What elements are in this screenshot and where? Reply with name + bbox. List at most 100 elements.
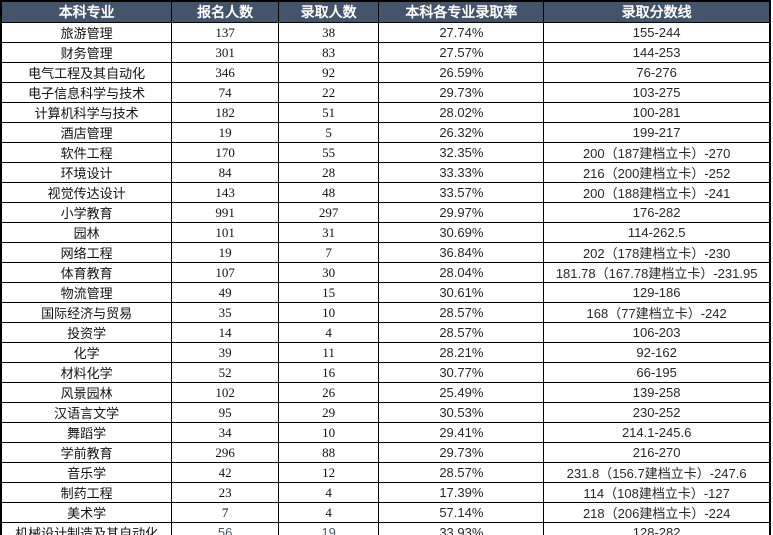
cell-rate: 28.57% (378, 462, 545, 483)
cell-rate: 28.57% (378, 302, 545, 323)
cell-applicants: 102 (171, 382, 279, 403)
cell-score-range: 106-203 (543, 322, 771, 343)
table-row: 酒店管理 19 5 26.32% 199-217 (0, 122, 771, 143)
cell-applicants: 137 (171, 22, 279, 43)
cell-applicants: 101 (171, 222, 279, 243)
cell-applicants: 84 (171, 162, 279, 183)
cell-major: 化学 (0, 342, 173, 363)
cell-major: 计算机科学与技术 (0, 102, 173, 123)
table-row: 国际经济与贸易 35 10 28.57% 168（77建档立卡）-242 (0, 302, 771, 323)
cell-admitted: 19 (277, 522, 380, 535)
table-row: 软件工程 170 55 32.35% 200（187建档立卡）-270 (0, 142, 771, 163)
cell-major: 国际经济与贸易 (0, 302, 173, 323)
cell-score-range: 214.1-245.6 (543, 422, 771, 443)
cell-applicants: 19 (171, 122, 279, 143)
cell-score-range: 76-276 (543, 62, 771, 83)
cell-major: 网络工程 (0, 242, 173, 263)
table-row: 物流管理 49 15 30.61% 129-186 (0, 282, 771, 303)
cell-admitted: 29 (277, 402, 380, 423)
table-body: 旅游管理 137 38 27.74% 155-244 财务管理 301 83 27.57% 144… (0, 22, 771, 535)
cell-major: 体育教育 (0, 262, 173, 283)
cell-admitted: 22 (277, 82, 380, 103)
cell-rate: 28.21% (378, 342, 545, 363)
cell-admitted: 16 (277, 362, 380, 383)
cell-rate: 33.93% (378, 522, 545, 535)
cell-admitted: 30 (277, 262, 380, 283)
cell-score-range: 231.8（156.7建档立卡）-247.6 (543, 462, 771, 483)
cell-admitted: 10 (277, 302, 380, 323)
cell-major: 财务管理 (0, 42, 173, 63)
cell-major: 旅游管理 (0, 22, 173, 43)
cell-major: 风景园林 (0, 382, 173, 403)
cell-admitted: 55 (277, 142, 380, 163)
cell-major: 舞蹈学 (0, 422, 173, 443)
cell-rate: 29.73% (378, 442, 545, 463)
cell-score-range: 139-258 (543, 382, 771, 403)
cell-rate: 27.74% (378, 22, 545, 43)
cell-score-range: 103-275 (543, 82, 771, 103)
cell-applicants: 35 (171, 302, 279, 323)
cell-major: 材料化学 (0, 362, 173, 383)
cell-admitted: 12 (277, 462, 380, 483)
cell-admitted: 51 (277, 102, 380, 123)
cell-major: 制药工程 (0, 482, 173, 503)
cell-admitted: 88 (277, 442, 380, 463)
cell-admitted: 15 (277, 282, 380, 303)
cell-score-range: 168（77建档立卡）-242 (543, 302, 771, 323)
header-row: 本科专业 报名人数 录取人数 本科各专业录取率 录取分数线 (0, 0, 771, 23)
column-header-rate: 本科各专业录取率 (378, 0, 545, 23)
cell-score-range: 100-281 (543, 102, 771, 123)
table-row: 汉语言文学 95 29 30.53% 230-252 (0, 402, 771, 423)
table-row: 音乐学 42 12 28.57% 231.8（156.7建档立卡）-247.6 (0, 462, 771, 483)
cell-major: 美术学 (0, 502, 173, 523)
cell-rate: 30.69% (378, 222, 545, 243)
cell-major: 小学教育 (0, 202, 173, 223)
cell-admitted: 4 (277, 482, 380, 503)
cell-applicants: 991 (171, 202, 279, 223)
table-row: 制药工程 23 4 17.39% 114（108建档立卡）-127 (0, 482, 771, 503)
table-row: 环境设计 84 28 33.33% 216（200建档立卡）-252 (0, 162, 771, 183)
cell-rate: 28.57% (378, 322, 545, 343)
cell-admitted: 92 (277, 62, 380, 83)
cell-applicants: 346 (171, 62, 279, 83)
cell-applicants: 23 (171, 482, 279, 503)
cell-major: 酒店管理 (0, 122, 173, 143)
cell-score-range: 155-244 (543, 22, 771, 43)
cell-rate: 28.02% (378, 102, 545, 123)
cell-applicants: 56 (171, 522, 279, 535)
cell-applicants: 95 (171, 402, 279, 423)
cell-major: 投资学 (0, 322, 173, 343)
cell-applicants: 42 (171, 462, 279, 483)
cell-score-range: 114-262.5 (543, 222, 771, 243)
cell-rate: 33.57% (378, 182, 545, 203)
column-header-admitted: 录取人数 (277, 0, 380, 23)
table-row: 计算机科学与技术 182 51 28.02% 100-281 (0, 102, 771, 123)
table-row: 舞蹈学 34 10 29.41% 214.1-245.6 (0, 422, 771, 443)
table-row: 投资学 14 4 28.57% 106-203 (0, 322, 771, 343)
cell-major: 视觉传达设计 (0, 182, 173, 203)
cell-rate: 25.49% (378, 382, 545, 403)
table-row: 电气工程及其自动化 346 92 26.59% 76-276 (0, 62, 771, 83)
cell-major: 机械设计制造及其自动化 (0, 522, 173, 535)
cell-applicants: 301 (171, 42, 279, 63)
cell-applicants: 170 (171, 142, 279, 163)
cell-score-range: 114（108建档立卡）-127 (543, 482, 771, 503)
cell-score-range: 200（188建档立卡）-241 (543, 182, 771, 203)
cell-rate: 29.73% (378, 82, 545, 103)
cell-major: 音乐学 (0, 462, 173, 483)
cell-major: 园林 (0, 222, 173, 243)
cell-score-range: 199-217 (543, 122, 771, 143)
cell-score-range: 128-282 (543, 522, 771, 535)
column-header-major: 本科专业 (0, 0, 173, 23)
table-row: 财务管理 301 83 27.57% 144-253 (0, 42, 771, 63)
cell-rate: 29.41% (378, 422, 545, 443)
cell-major: 环境设计 (0, 162, 173, 183)
table-row: 园林 101 31 30.69% 114-262.5 (0, 222, 771, 243)
cell-rate: 28.04% (378, 262, 545, 283)
cell-applicants: 74 (171, 82, 279, 103)
cell-admitted: 4 (277, 502, 380, 523)
cell-admitted: 10 (277, 422, 380, 443)
cell-applicants: 49 (171, 282, 279, 303)
column-header-applicants: 报名人数 (171, 0, 279, 23)
